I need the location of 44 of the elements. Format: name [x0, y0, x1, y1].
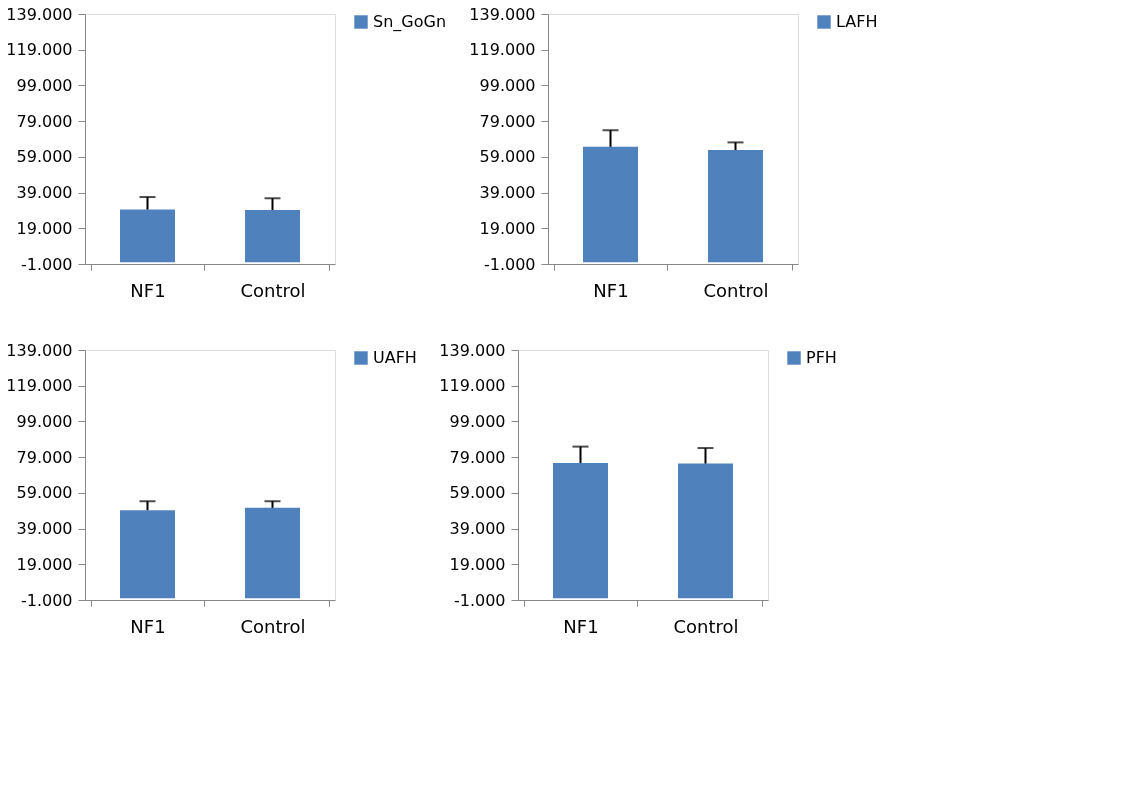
y-tick-label: -1.000 [453, 590, 506, 610]
x-tick-label: NF1 [130, 615, 166, 637]
x-tick-label: Control [240, 615, 306, 637]
x-tick-label: NF1 [563, 615, 599, 637]
y-tick-label: 139.000 [469, 4, 536, 24]
x-tick-label: NF1 [593, 279, 629, 301]
y-tick-label: 119.000 [439, 376, 506, 396]
y-tick-label: -1.000 [483, 254, 536, 274]
y-tick-label: 99.000 [479, 75, 536, 95]
y-tick-label: 39.000 [479, 183, 536, 203]
y-tick-label: 39.000 [16, 183, 73, 203]
y-tick-label: 119.000 [6, 376, 73, 396]
y-tick-label: -1.000 [20, 254, 73, 274]
y-tick-label: 79.000 [479, 111, 536, 131]
y-tick-label: 99.000 [449, 411, 506, 431]
y-tick-label: 59.000 [449, 483, 506, 503]
y-tick-label: 99.000 [16, 411, 73, 431]
y-tick-label: 139.000 [439, 340, 506, 360]
y-tick-label: 19.000 [16, 218, 73, 238]
x-tick-label: Control [673, 615, 739, 637]
legend-label: Sn_GoGn [373, 12, 447, 32]
y-tick-label: 79.000 [16, 111, 73, 131]
y-tick-label: 39.000 [16, 519, 73, 539]
y-tick-label: 79.000 [16, 447, 73, 467]
y-tick-label: -1.000 [20, 590, 73, 610]
y-tick-label: 59.000 [16, 483, 73, 503]
x-tick-label: Control [703, 279, 769, 301]
y-tick-label: 79.000 [449, 447, 506, 467]
y-tick-label: 119.000 [6, 40, 73, 60]
x-tick-label: NF1 [130, 279, 166, 301]
x-tick-label: Control [240, 279, 306, 301]
y-tick-label: 19.000 [449, 554, 506, 574]
y-tick-label: 19.000 [479, 218, 536, 238]
legend-label: UAFH [373, 348, 417, 367]
y-tick-label: 119.000 [469, 40, 536, 60]
y-tick-label: 139.000 [6, 4, 73, 24]
y-tick-label: 99.000 [16, 75, 73, 95]
y-tick-label: 19.000 [16, 554, 73, 574]
y-tick-label: 39.000 [449, 519, 506, 539]
y-tick-label: 139.000 [6, 340, 73, 360]
y-tick-label: 59.000 [479, 147, 536, 167]
legend-label: LAFH [836, 12, 878, 31]
y-tick-label: 59.000 [16, 147, 73, 167]
legend-label: PFH [806, 348, 837, 367]
